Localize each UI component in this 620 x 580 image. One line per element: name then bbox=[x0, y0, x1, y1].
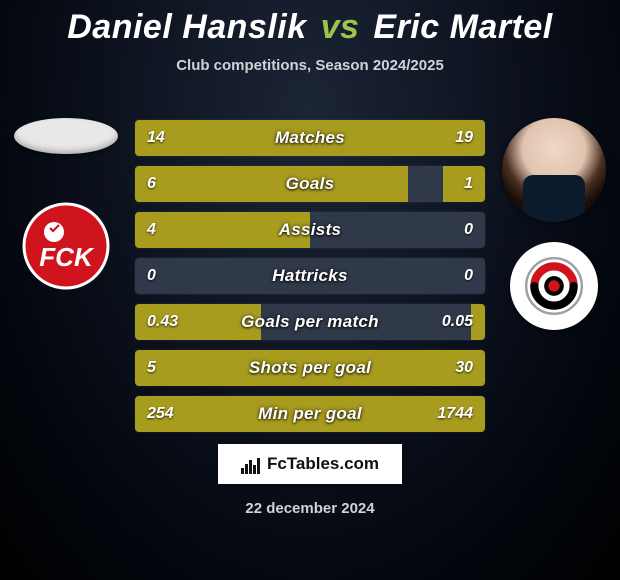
fctables-logo[interactable]: FcTables.com bbox=[218, 444, 402, 484]
player1-club-logo: FCK bbox=[22, 202, 110, 290]
bar-row: 1419Matches bbox=[135, 120, 485, 156]
footer-date: 22 december 2024 bbox=[0, 500, 620, 517]
left-player-column: FCK bbox=[6, 118, 126, 290]
bar-row: 530Shots per goal bbox=[135, 350, 485, 386]
right-player-column bbox=[494, 118, 614, 330]
player1-avatar bbox=[14, 118, 118, 154]
subtitle: Club competitions, Season 2024/2025 bbox=[0, 57, 620, 74]
player1-name: Daniel Hanslik bbox=[67, 8, 306, 46]
bar-row: 2541744Min per goal bbox=[135, 396, 485, 432]
logo-text: FcTables.com bbox=[267, 454, 379, 474]
bar-label: Shots per goal bbox=[135, 350, 485, 386]
vs-separator: vs bbox=[321, 8, 360, 46]
player2-club-logo bbox=[510, 242, 598, 330]
bar-label: Matches bbox=[135, 120, 485, 156]
comparison-bars: 1419Matches 61Goals 40Assists 00Hattricks 0.… bbox=[135, 120, 485, 442]
bar-label: Min per goal bbox=[135, 396, 485, 432]
svg-text:FCK: FCK bbox=[39, 242, 95, 272]
bar-row: 61Goals bbox=[135, 166, 485, 202]
player2-name: Eric Martel bbox=[373, 8, 552, 46]
player2-avatar bbox=[502, 118, 606, 222]
bar-row: 40Assists bbox=[135, 212, 485, 248]
bar-row: 0.430.05Goals per match bbox=[135, 304, 485, 340]
bar-row: 00Hattricks bbox=[135, 258, 485, 294]
bar-label: Assists bbox=[135, 212, 485, 248]
bars-icon bbox=[241, 454, 261, 474]
bar-label: Hattricks bbox=[135, 258, 485, 294]
page-title: Daniel Hanslik vs Eric Martel bbox=[0, 0, 620, 47]
bar-label: Goals per match bbox=[135, 304, 485, 340]
bar-label: Goals bbox=[135, 166, 485, 202]
